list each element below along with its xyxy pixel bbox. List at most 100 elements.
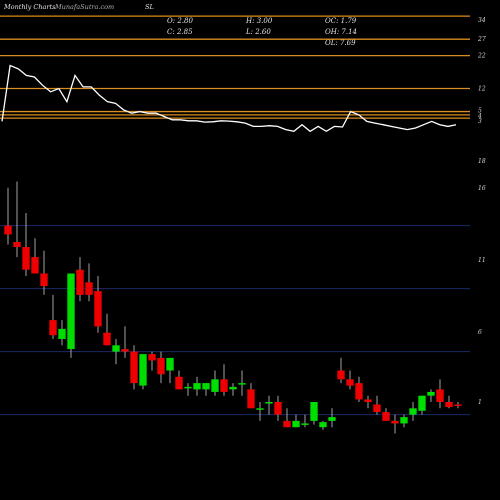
candle [22, 213, 30, 276]
candle [337, 357, 345, 384]
candle [274, 395, 282, 421]
candle [409, 402, 417, 421]
candle [310, 402, 318, 425]
oscillator-tick-label: 27 [477, 36, 486, 43]
candle [49, 294, 57, 339]
candle [31, 238, 39, 274]
candle-body [211, 379, 219, 392]
candle-body [265, 402, 273, 404]
candle-body [454, 404, 462, 407]
candle-body [238, 383, 246, 385]
candle-body [436, 389, 444, 402]
candle [4, 187, 12, 245]
candle-body [184, 386, 192, 389]
stat-low: L: 2.60 [245, 28, 271, 36]
candle [319, 420, 327, 430]
price-tick-label: 18 [478, 158, 486, 165]
candle [445, 395, 453, 409]
candle [13, 181, 21, 258]
candle-body [409, 408, 417, 415]
candle-body [112, 345, 120, 352]
candle-body [256, 408, 264, 410]
candle-body [337, 370, 345, 380]
candle-body [382, 412, 390, 421]
oscillator-tick-label: 22 [477, 53, 486, 60]
candle [292, 414, 300, 428]
candle [283, 408, 291, 428]
candle [256, 402, 264, 421]
oscillator-line [1, 64, 457, 133]
candle-body [373, 404, 381, 413]
oscillator-tick-label: 5 [478, 108, 482, 115]
candle-body [40, 273, 48, 287]
candle-body [103, 332, 111, 346]
candle [238, 370, 246, 396]
candle-body [229, 386, 237, 390]
candle [346, 370, 354, 390]
candle [40, 250, 48, 295]
price-tick-label: 1 [478, 399, 482, 406]
stat-oh: OH: 7.14 [325, 28, 357, 36]
candle-body [364, 399, 372, 402]
candle-body [4, 225, 12, 235]
oscillator-tick-label: 34 [478, 17, 486, 24]
candle [157, 351, 165, 384]
candle [265, 395, 273, 415]
candle [373, 395, 381, 415]
candle-body [193, 383, 201, 390]
candle [121, 326, 129, 358]
candle-body [121, 349, 129, 352]
candle-body [76, 269, 84, 295]
candle-body [418, 395, 426, 411]
candle-body [148, 354, 156, 361]
candle [193, 376, 201, 396]
candle [76, 257, 84, 302]
watermark: MunafaSutra.com [54, 3, 114, 11]
candle-body [328, 417, 336, 421]
candle-body [49, 320, 57, 336]
oscillator-tick-label: 4 [477, 113, 482, 120]
stat-open: O: 2.80 [167, 17, 193, 25]
candle [427, 389, 435, 402]
oscillator-tick-label: 3 [478, 118, 482, 125]
candle-body [301, 423, 309, 425]
price-tick-label: 16 [478, 185, 486, 192]
stat-high: H: 3.00 [245, 17, 273, 25]
candle [355, 376, 363, 402]
candle-body [283, 420, 291, 428]
price-tick-label: 11 [478, 257, 486, 264]
candle-body [157, 357, 165, 375]
candle-body [220, 379, 228, 392]
candle [58, 320, 66, 346]
candle-body [166, 357, 174, 371]
candle-body [427, 391, 435, 396]
candle [94, 276, 102, 333]
candle-body [274, 402, 282, 415]
candle-body [58, 328, 66, 339]
candle [67, 273, 75, 358]
candle-body [202, 383, 210, 390]
candle-body [13, 241, 21, 248]
symbol-label: SL [145, 3, 154, 11]
chart-period-label: Monthly Charts [3, 3, 56, 11]
candle [382, 408, 390, 421]
candle-body [310, 402, 318, 421]
candle-body [346, 379, 354, 386]
candle [364, 395, 372, 409]
candle-body [85, 282, 93, 295]
candle-body [400, 417, 408, 424]
candle-body [130, 351, 138, 384]
candle [247, 383, 255, 409]
candle-body [445, 402, 453, 408]
candle [130, 345, 138, 390]
oscillator-tick-label: 12 [478, 86, 486, 93]
candle-body [247, 389, 255, 409]
candle [184, 383, 192, 396]
candle [175, 370, 183, 390]
candle [229, 383, 237, 396]
price-tick-label: 6 [478, 329, 482, 336]
candle-body [391, 420, 399, 424]
stat-close: C: 2.85 [167, 28, 193, 36]
